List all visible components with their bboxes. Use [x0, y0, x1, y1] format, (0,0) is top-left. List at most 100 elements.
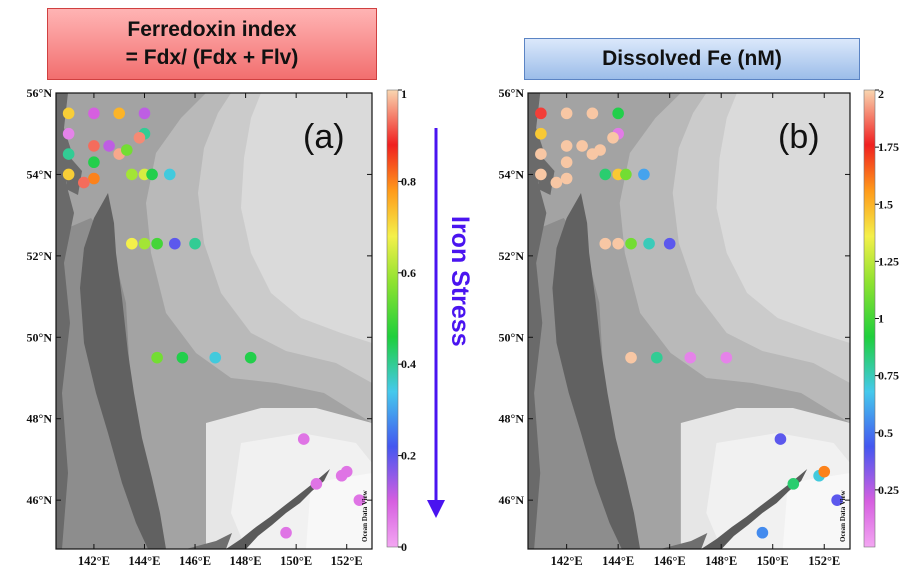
- panel-a-map: (a) Ocean Data View: [55, 92, 373, 550]
- colorbar-tick-label: 1: [878, 312, 884, 326]
- station-marker: [638, 168, 650, 181]
- station-marker: [594, 144, 606, 156]
- lat-tick-label: 50°N: [499, 330, 525, 344]
- station-marker: [310, 478, 323, 490]
- panel-b-title: Dissolved Fe (nM): [524, 38, 860, 80]
- panel-b-map: (b) Ocean Data View: [527, 92, 851, 550]
- panel-a-title-line2: = Fdx/ (Fdx + Flv): [125, 46, 299, 69]
- lon-tick-label: 144°E: [128, 554, 160, 568]
- lon-tick-label: 150°E: [280, 554, 312, 568]
- lat-tick-label: 52°N: [499, 249, 525, 263]
- colorbar-tick-label: 0.8: [401, 174, 416, 188]
- panel-b-frame-ticks: [528, 92, 850, 549]
- colorbar-tick-label: 1.75: [878, 140, 899, 154]
- lon-tick-label: 146°E: [654, 554, 686, 568]
- panel-b-stations: [535, 107, 843, 539]
- lat-tick-label: 56°N: [27, 86, 53, 100]
- colorbar-tick-label: 1.5: [878, 197, 893, 211]
- lat-tick-label: 56°N: [499, 86, 525, 100]
- station-marker: [612, 107, 624, 120]
- lon-tick-label: 146°E: [179, 554, 211, 568]
- station-marker: [625, 351, 637, 364]
- station-marker: [599, 168, 612, 181]
- panel-a-lon-labels: 142°E 144°E 146°E 148°E 150°E 152°E: [78, 554, 363, 568]
- station-marker: [88, 172, 100, 185]
- station-marker: [169, 237, 181, 250]
- station-marker: [126, 237, 138, 250]
- station-marker: [88, 107, 100, 120]
- station-marker: [62, 148, 75, 160]
- station-marker: [62, 168, 75, 181]
- station-marker: [88, 140, 100, 152]
- station-marker: [138, 237, 151, 250]
- lon-tick-label: 152°E: [808, 554, 840, 568]
- station-marker: [78, 176, 90, 189]
- panel-b-tag: (b): [778, 118, 820, 156]
- station-marker: [62, 127, 75, 140]
- lat-tick-label: 46°N: [27, 493, 53, 507]
- station-marker: [163, 168, 176, 181]
- lat-tick-label: 48°N: [499, 412, 525, 426]
- colorbar-tick-label: 0: [401, 540, 407, 554]
- station-marker: [151, 351, 163, 364]
- station-marker: [244, 351, 257, 364]
- station-marker: [209, 351, 222, 364]
- colorbar-tick-label: 0.5: [878, 426, 893, 440]
- panel-a-stations: [62, 107, 366, 539]
- station-marker: [138, 107, 151, 120]
- panel-a-title: Ferredoxin index = Fdx/ (Fdx + Flv): [47, 8, 377, 80]
- lon-tick-label: 142°E: [551, 554, 583, 568]
- panel-b-credit: Ocean Data View: [839, 489, 847, 542]
- station-marker: [586, 107, 599, 120]
- station-marker: [560, 107, 573, 120]
- station-marker: [774, 433, 787, 445]
- station-marker: [62, 107, 75, 120]
- station-marker: [625, 237, 637, 250]
- lat-tick-label: 52°N: [27, 249, 53, 263]
- station-marker: [146, 168, 158, 181]
- panel-b-title-text: Dissolved Fe (nM): [602, 47, 782, 70]
- station-marker: [684, 351, 697, 364]
- colorbar-tick-label: 1: [401, 87, 407, 101]
- lon-tick-label: 150°E: [757, 554, 789, 568]
- station-marker: [151, 237, 163, 250]
- station-marker: [535, 168, 547, 181]
- station-marker: [560, 140, 573, 152]
- station-marker: [787, 478, 800, 490]
- lon-tick-label: 152°E: [331, 554, 363, 568]
- station-marker: [818, 465, 831, 478]
- station-marker: [189, 237, 201, 250]
- station-marker: [120, 144, 133, 156]
- colorbar-tick-label: 1.25: [878, 254, 899, 268]
- lat-tick-label: 50°N: [27, 330, 53, 344]
- station-marker: [620, 168, 632, 181]
- lat-tick-label: 54°N: [499, 167, 525, 181]
- lon-tick-label: 148°E: [705, 554, 737, 568]
- panel-a-lat-labels: 56°N 54°N 52°N 50°N 48°N 46°N: [27, 86, 53, 507]
- colorbar-tick-label: 0.75: [878, 369, 899, 383]
- station-marker: [535, 148, 547, 160]
- station-marker: [103, 140, 115, 152]
- panel-a-title-line1: Ferredoxin index: [127, 18, 297, 41]
- station-marker: [560, 156, 573, 169]
- lon-tick-label: 144°E: [602, 554, 634, 568]
- station-marker: [643, 237, 655, 250]
- station-marker: [176, 351, 189, 364]
- panel-b-colorbar: 2 1.75 1.5 1.25 1 0.75 0.5 0.25: [863, 87, 899, 548]
- station-marker: [663, 237, 676, 250]
- station-marker: [576, 140, 588, 152]
- station-marker: [651, 351, 663, 364]
- station-marker: [353, 494, 366, 506]
- lat-tick-label: 46°N: [499, 493, 525, 507]
- station-marker: [599, 237, 612, 250]
- panel-a-colorbar: 1 0.8 0.6 0.4 0.2 0: [386, 87, 416, 554]
- station-marker: [133, 131, 146, 144]
- lat-tick-label: 54°N: [27, 167, 53, 181]
- iron-stress-arrow: Iron Stress: [427, 128, 474, 518]
- station-marker: [88, 156, 100, 169]
- station-marker: [535, 127, 547, 140]
- colorbar-tick-label: 0.6: [401, 266, 416, 280]
- panel-a-credit: Ocean Data View: [361, 489, 369, 542]
- station-marker: [126, 168, 138, 181]
- panel-a-tag: (a): [303, 118, 345, 156]
